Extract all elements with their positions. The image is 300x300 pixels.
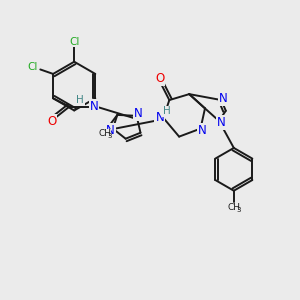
Text: O: O	[155, 72, 164, 85]
Text: O: O	[47, 115, 56, 128]
Text: N: N	[198, 124, 206, 136]
Text: H: H	[163, 106, 171, 116]
Text: 3: 3	[236, 207, 241, 213]
Text: Cl: Cl	[69, 37, 80, 46]
Text: N: N	[89, 100, 98, 113]
Text: 3: 3	[107, 133, 112, 139]
Text: H: H	[76, 95, 84, 105]
Text: N: N	[134, 107, 142, 120]
Text: CH: CH	[227, 203, 240, 212]
Text: N: N	[219, 92, 228, 105]
Text: N: N	[217, 116, 226, 129]
Text: N: N	[106, 124, 115, 136]
Text: N: N	[155, 111, 164, 124]
Text: CH: CH	[98, 129, 111, 138]
Text: Cl: Cl	[27, 62, 38, 72]
